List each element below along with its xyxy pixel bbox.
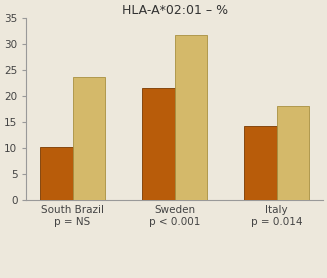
Bar — [40, 147, 73, 200]
Bar — [142, 88, 175, 200]
Title: HLA-A*02:01 – %: HLA-A*02:01 – % — [122, 4, 228, 17]
Bar — [175, 36, 207, 200]
Bar — [73, 77, 105, 200]
Bar — [277, 106, 309, 200]
Bar — [244, 126, 277, 200]
